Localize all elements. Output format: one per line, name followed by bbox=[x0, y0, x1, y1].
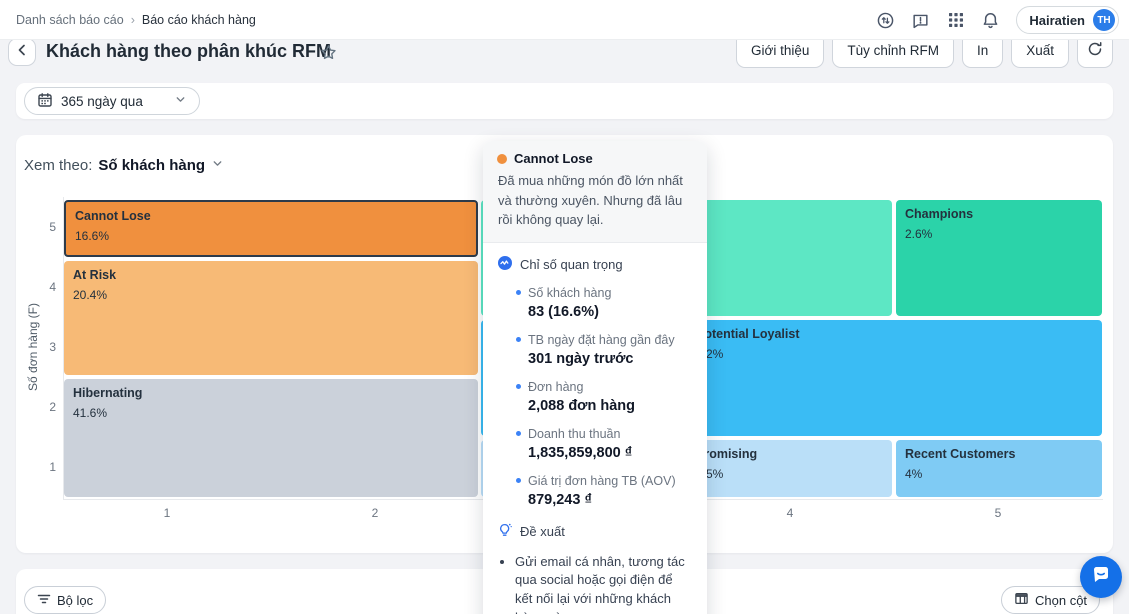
table-columns-icon bbox=[1014, 591, 1029, 609]
suggestions-list: Gửi email cá nhân, tương tác qua social … bbox=[515, 553, 693, 614]
segment-potential-loyalist[interactable]: Potential Loyalist 9.2% bbox=[687, 320, 1102, 436]
y-tick-2: 2 bbox=[49, 400, 56, 414]
favorite-star-icon[interactable] bbox=[320, 44, 337, 66]
segment-percent: 20.4% bbox=[73, 288, 108, 302]
x-tick-2: 2 bbox=[371, 506, 379, 520]
breadcrumb-separator: › bbox=[130, 13, 135, 27]
metric-label: TB ngày đặt hàng gần đây bbox=[528, 332, 675, 347]
apps-grid-icon[interactable] bbox=[946, 11, 965, 30]
history-sync-icon[interactable] bbox=[876, 11, 895, 30]
bullet-dot bbox=[516, 384, 521, 389]
segment-label: Champions bbox=[905, 207, 974, 221]
back-button[interactable] bbox=[8, 38, 36, 66]
suggestion-item: Gửi email cá nhân, tương tác qua social … bbox=[515, 553, 693, 614]
bullet-dot bbox=[516, 431, 521, 436]
metric-value: 879,243 ₫ bbox=[528, 491, 592, 508]
segment-color-dot bbox=[497, 153, 507, 164]
segment-label: Promising bbox=[696, 447, 758, 461]
segment-label: Hibernating bbox=[73, 386, 143, 400]
feedback-icon[interactable] bbox=[911, 11, 930, 30]
metric-customers: Số khách hàng 83 (16.6%) bbox=[516, 286, 693, 320]
bullet-dot bbox=[516, 290, 521, 295]
segment-percent: 2.6% bbox=[905, 227, 933, 241]
metrics-pulse-icon bbox=[497, 255, 513, 274]
segment-label: Potential Loyalist bbox=[696, 327, 800, 341]
date-range-select[interactable]: 365 ngày qua bbox=[24, 87, 200, 115]
y-tick-4: 4 bbox=[49, 280, 56, 294]
segment-percent: 9.2% bbox=[696, 347, 724, 361]
metric-recency: TB ngày đặt hàng gần đây 301 ngày trước bbox=[516, 333, 693, 367]
date-range-value: 365 ngày qua bbox=[61, 93, 143, 109]
breadcrumb-customer-report[interactable]: Báo cáo khách hàng bbox=[141, 13, 256, 27]
metric-aov: Giá trị đơn hàng TB (AOV) 879,243 ₫ bbox=[516, 474, 693, 508]
lightbulb-icon bbox=[497, 522, 513, 541]
chat-widget-button[interactable] bbox=[1080, 556, 1122, 598]
bullet-dot bbox=[516, 478, 521, 483]
metric-value: 1,835,859,800 ₫ bbox=[528, 444, 633, 461]
segment-hibernating[interactable]: Hibernating 41.6% bbox=[64, 379, 478, 497]
app-header: Danh sách báo cáo › Báo cáo khách hàng H… bbox=[0, 0, 1129, 40]
chevron-down-icon bbox=[174, 93, 187, 109]
segment-label: Cannot Lose bbox=[75, 209, 151, 223]
tooltip-description: Đã mua những món đồ lớn nhất và thường x… bbox=[498, 173, 683, 227]
metric-label: Số khách hàng bbox=[528, 285, 612, 300]
view-by-label: Xem theo: bbox=[24, 157, 93, 174]
choose-columns-label: Chọn cột bbox=[1035, 592, 1088, 608]
account-avatar: TH bbox=[1093, 9, 1115, 31]
metric-net-revenue: Doanh thu thuần 1,835,859,800 ₫ bbox=[516, 427, 693, 461]
view-by-value: Số khách hàng bbox=[98, 157, 206, 174]
breadcrumb-report-list[interactable]: Danh sách báo cáo bbox=[16, 13, 124, 27]
x-tick-4: 4 bbox=[786, 506, 794, 520]
segment-promising[interactable]: Promising 3.5% bbox=[687, 440, 892, 497]
metrics-title: Chỉ số quan trọng bbox=[520, 256, 623, 272]
segment-cannot-lose[interactable]: Cannot Lose 16.6% bbox=[64, 200, 478, 257]
account-name: Hairatien bbox=[1029, 12, 1085, 28]
y-axis-line bbox=[63, 197, 64, 499]
segment-percent: 16.6% bbox=[75, 229, 110, 243]
y-tick-3: 3 bbox=[49, 340, 56, 354]
metric-label: Đơn hàng bbox=[528, 379, 584, 394]
page-title: Khách hàng theo phân khúc RFM bbox=[46, 41, 332, 61]
chat-bubble-icon bbox=[1089, 563, 1113, 592]
segment-tooltip: Cannot Lose Đã mua những món đồ lớn nhất… bbox=[483, 141, 707, 614]
filters-button-label: Bộ lọc bbox=[57, 592, 94, 608]
account-menu[interactable]: Hairatien TH bbox=[1016, 6, 1119, 34]
metric-label: Giá trị đơn hàng TB (AOV) bbox=[528, 473, 676, 488]
suggestions-title: Đề xuất bbox=[520, 523, 565, 539]
segment-label: At Risk bbox=[73, 268, 117, 282]
filter-bar: 365 ngày qua bbox=[16, 83, 1113, 119]
filters-button[interactable]: Bộ lọc bbox=[24, 586, 107, 614]
segment-recent-customers[interactable]: Recent Customers 4% bbox=[896, 440, 1102, 497]
metric-label: Doanh thu thuần bbox=[528, 426, 621, 441]
header-icons: Hairatien TH bbox=[876, 0, 1119, 40]
refresh-icon bbox=[1087, 41, 1103, 60]
segment-percent: 4% bbox=[905, 467, 923, 481]
tooltip-segment-name: Cannot Lose bbox=[514, 151, 593, 166]
chevron-left-icon bbox=[14, 42, 30, 63]
metric-value: 301 ngày trước bbox=[528, 350, 634, 367]
chevron-down-icon bbox=[211, 157, 224, 174]
metric-value: 2,088 đơn hàng bbox=[528, 397, 636, 414]
segment-at-risk[interactable]: At Risk 20.4% bbox=[64, 261, 478, 375]
calendar-icon bbox=[37, 92, 53, 111]
x-tick-1: 1 bbox=[163, 506, 171, 520]
tooltip-header: Cannot Lose Đã mua những món đồ lớn nhất… bbox=[483, 141, 707, 243]
segment-percent: 3.5% bbox=[696, 467, 724, 481]
metric-orders: Đơn hàng 2,088 đơn hàng bbox=[516, 380, 693, 414]
tooltip-body: Chỉ số quan trọng Số khách hàng 83 (16.6… bbox=[483, 243, 707, 614]
view-by-select[interactable]: Xem theo: Số khách hàng bbox=[24, 157, 224, 174]
segment-label: Recent Customers bbox=[905, 447, 1016, 461]
segment-champions[interactable]: Champions 2.6% bbox=[896, 200, 1102, 316]
segment-percent: 41.6% bbox=[73, 406, 108, 420]
filter-funnel-icon bbox=[37, 592, 51, 609]
notifications-bell-icon[interactable] bbox=[981, 11, 1000, 30]
bullet-dot bbox=[516, 337, 521, 342]
y-tick-1: 1 bbox=[49, 460, 56, 474]
breadcrumb: Danh sách báo cáo › Báo cáo khách hàng bbox=[16, 0, 256, 40]
metric-value: 83 (16.6%) bbox=[528, 303, 599, 320]
y-tick-5: 5 bbox=[49, 220, 56, 234]
x-tick-5: 5 bbox=[994, 506, 1002, 520]
